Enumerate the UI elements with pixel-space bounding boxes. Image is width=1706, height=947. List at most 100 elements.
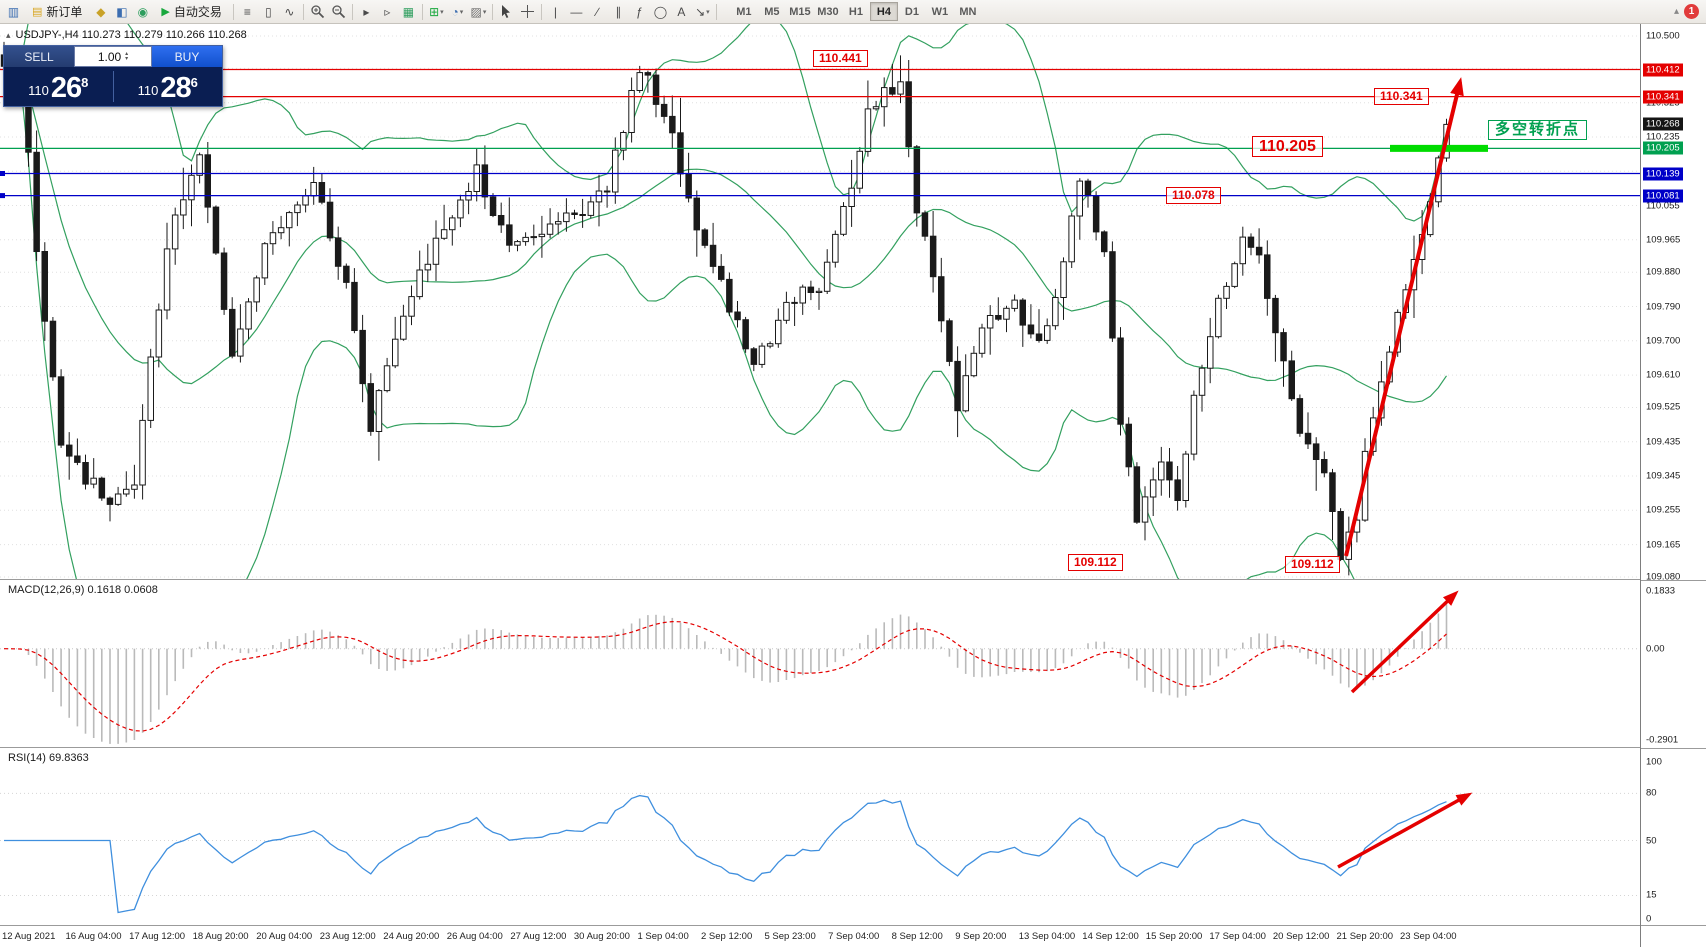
rsi-axis-label: 100: [1646, 756, 1662, 768]
chart-shift-icon[interactable]: ▹: [384, 4, 391, 19]
toolbar: ▥ ▤ 新订单 ◆ ◧ ◉ ▶ 自动交易 ≡ ▯ ∿ ▸ ▹ ▦ ⊞ ▾ ◔ ▾ ▨ ▾ | — ∕ ∥ ƒ ◯ A ↘ ▾ M1 M5 M1…: [0, 0, 1706, 24]
new-order-button-icon: ▤: [32, 6, 43, 18]
price-axis-label: 110.500: [1646, 30, 1680, 42]
price-label-109112-left[interactable]: 109.112: [1068, 554, 1123, 571]
time-axis-label: 21 Sep 20:00: [1336, 931, 1394, 942]
grid-icon[interactable]: ▦: [402, 4, 415, 19]
buy-price[interactable]: 110 28 6: [114, 67, 223, 106]
crosshair-icon[interactable]: [517, 2, 538, 22]
rsi-axis-label: 15: [1646, 889, 1657, 901]
toolbar-separator: [421, 3, 423, 20]
collapse-toolbar-icon[interactable]: ▴: [1673, 6, 1679, 17]
price-axis-label: 109.165: [1646, 539, 1681, 551]
price-label-110078[interactable]: 110.078: [1166, 187, 1221, 204]
horizontal-line-icon[interactable]: —: [570, 4, 583, 19]
toolbar-separator: [302, 3, 304, 20]
sell-button[interactable]: SELL: [4, 46, 74, 67]
price-axis-label: 109.965: [1646, 234, 1681, 246]
rsi-label: RSI(14) 69.8363: [8, 752, 89, 764]
collapse-panel-icon[interactable]: ▴: [6, 29, 11, 40]
templates-icon[interactable]: ▨ ▾: [470, 4, 487, 19]
bar-chart-icon[interactable]: ≡: [243, 4, 251, 19]
terminal-icon[interactable]: ▥: [7, 4, 20, 19]
candlestick-chart-icon[interactable]: ▯: [265, 4, 272, 19]
panel-separator: [1641, 748, 1706, 749]
autotrade-button[interactable]: ▶ 自动交易: [161, 5, 222, 19]
price-tag: 110.268: [1643, 117, 1683, 131]
text-icon[interactable]: A: [677, 4, 686, 19]
volume-stepper[interactable]: ▴ ▾: [125, 51, 129, 62]
time-axis[interactable]: 12 Aug 2021 16 Aug 04:00 17 Aug 12:00 18 Au…: [0, 925, 1640, 947]
macd-axis-label: -0.2901: [1646, 734, 1679, 746]
vertical-line-icon[interactable]: |: [553, 4, 557, 19]
indicators-icon[interactable]: ⊞ ▾: [429, 4, 444, 19]
price-label-110441[interactable]: 110.441: [813, 50, 868, 67]
stepper-down-icon[interactable]: ▾: [125, 55, 129, 62]
time-axis-label: 17 Aug 12:00: [129, 931, 186, 942]
main-chart-panel[interactable]: ▴ USDJPY-,H4 110.273 110.279 110.266 110…: [0, 24, 1640, 580]
price-label-110205[interactable]: 110.205: [1252, 136, 1323, 157]
price-label-110341[interactable]: 110.341: [1374, 88, 1429, 105]
volume-input[interactable]: 1.00 ▴ ▾: [74, 46, 152, 67]
time-axis-label: 8 Sep 12:00: [891, 931, 943, 942]
time-axis-label: 5 Sep 23:00: [764, 931, 816, 942]
timeframe-h1[interactable]: H1: [848, 5, 863, 18]
turning-point-label[interactable]: 多空转折点: [1488, 120, 1588, 140]
timeframe-mn[interactable]: MN: [959, 5, 977, 18]
rsi-panel[interactable]: RSI(14) 69.8363: [0, 748, 1640, 925]
price-axis-label: 109.525: [1646, 401, 1681, 413]
macd-axis-label: 0.00: [1646, 643, 1665, 655]
trendline-icon[interactable]: ∕: [596, 4, 599, 19]
stepper-up-icon[interactable]: ▴: [125, 51, 129, 57]
auto-scroll-icon[interactable]: ▸: [363, 4, 370, 19]
alerts-icon[interactable]: ◉: [137, 4, 149, 19]
market-watch-icon[interactable]: ◆: [96, 4, 106, 19]
timeframe-m15[interactable]: M15: [789, 5, 811, 18]
timeframe-d1[interactable]: D1: [904, 5, 919, 18]
time-axis-label: 2 Sep 12:00: [701, 931, 753, 942]
price-chart[interactable]: [0, 24, 1640, 580]
macd-chart[interactable]: [0, 580, 1640, 748]
fibonacci-icon[interactable]: ƒ: [636, 4, 643, 19]
timeframe-m1[interactable]: M1: [736, 5, 752, 18]
timeframe-h4[interactable]: H4: [869, 2, 898, 21]
rsi-chart[interactable]: [0, 748, 1640, 925]
time-axis-label: 20 Sep 12:00: [1272, 931, 1330, 942]
macd-panel[interactable]: MACD(12,26,9) 0.1618 0.0608: [0, 580, 1640, 748]
zoom-in-icon[interactable]: [307, 2, 328, 22]
macd-signal-line: [3, 620, 1447, 732]
new-order-button[interactable]: ▤ 新订单: [32, 5, 83, 19]
price-axis-label: 109.880: [1646, 266, 1681, 278]
price-tag: 110.081: [1643, 189, 1683, 203]
sell-price[interactable]: 110 26 8: [4, 67, 113, 106]
line-chart-icon[interactable]: ∿: [284, 4, 295, 19]
channel-icon[interactable]: ∥: [615, 4, 622, 19]
rsi-axis-label: 80: [1646, 787, 1657, 799]
time-axis-label: 16 Aug 04:00: [65, 931, 122, 942]
shapes-icon[interactable]: ◯: [653, 4, 668, 19]
rsi-axis-label: 0: [1646, 913, 1652, 925]
price-label-109112-right[interactable]: 109.112: [1285, 556, 1340, 573]
cursor-icon[interactable]: [496, 2, 517, 22]
price-tag: 110.341: [1643, 90, 1683, 104]
one-click-trading-panel: SELL 1.00 ▴ ▾ BUY 110 26 8 110 28 6: [3, 45, 223, 107]
arrows-tool-icon[interactable]: ↘ ▾: [695, 4, 710, 19]
zoom-out-icon[interactable]: [328, 2, 349, 22]
toolbar-separator: [715, 3, 717, 20]
notification-badge[interactable]: 1: [1684, 4, 1699, 19]
timeframe-m30[interactable]: M30: [817, 5, 839, 18]
timeframe-w1[interactable]: W1: [931, 5, 949, 18]
rsi-axis-label: 50: [1646, 835, 1657, 846]
navigator-icon[interactable]: ◧: [116, 4, 128, 19]
buy-price-big-figure: 110: [137, 83, 159, 98]
buy-button[interactable]: BUY: [152, 46, 222, 67]
chevron-down-icon: ▾: [440, 8, 444, 16]
periods-icon[interactable]: ◔ ▾: [451, 4, 464, 19]
chevron-down-icon: ▾: [706, 8, 710, 16]
timeframe-group: M1 M5 M15 M30 H1 H4 D1 W1 MN: [730, 2, 982, 21]
horizontal-lines: [0, 68, 1640, 197]
timeframe-m5[interactable]: M5: [764, 5, 780, 18]
price-axis-label: 110.055: [1646, 200, 1680, 212]
time-axis-label: 27 Aug 12:00: [510, 931, 567, 942]
price-axis[interactable]: 110.500110.325110.235110.055109.965109.8…: [1640, 24, 1706, 947]
